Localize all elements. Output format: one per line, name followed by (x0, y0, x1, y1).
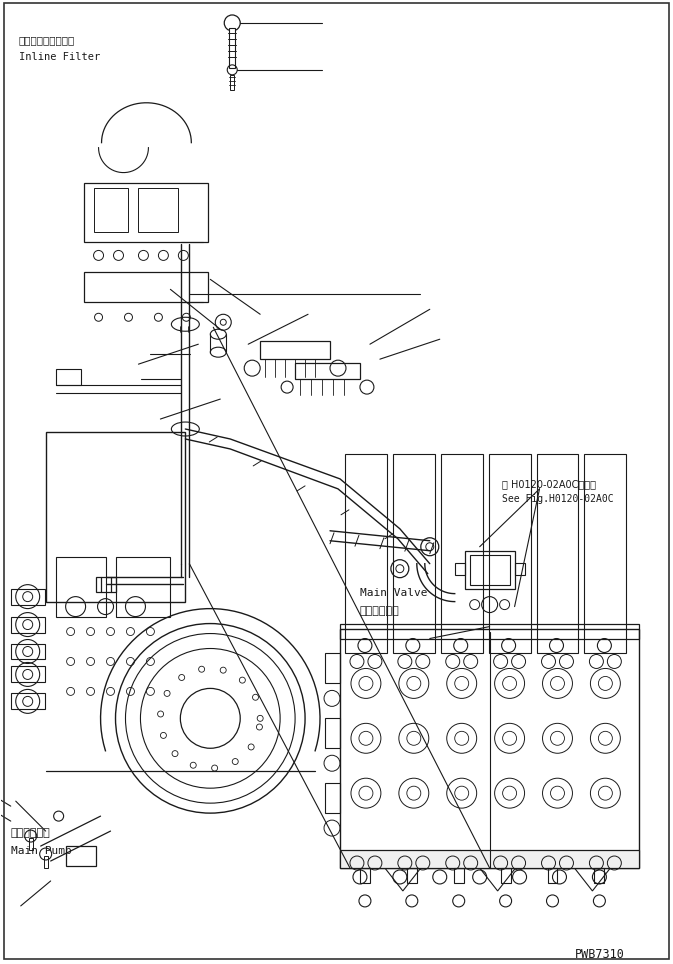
Bar (340, 624, 639, 638)
Bar (44, 856, 48, 868)
Bar (260, 341, 330, 360)
Text: Inline Filter: Inline Filter (19, 52, 100, 62)
Bar (470, 554, 509, 584)
Bar (11, 644, 44, 659)
Bar (489, 454, 530, 654)
Text: Main Valve: Main Valve (360, 588, 427, 598)
Bar (584, 454, 627, 654)
Bar (229, 28, 236, 67)
Bar (11, 589, 44, 604)
Bar (56, 557, 106, 617)
Bar (11, 617, 44, 632)
Bar (340, 629, 639, 868)
Bar (536, 454, 578, 654)
Bar (295, 363, 360, 379)
Bar (501, 868, 511, 883)
Text: メインポンプ: メインポンプ (11, 828, 50, 838)
Bar (464, 550, 515, 589)
Bar (83, 182, 209, 242)
Bar (11, 693, 44, 710)
Bar (325, 654, 340, 683)
Bar (96, 576, 116, 592)
Bar (441, 454, 483, 654)
Text: インラインフィルタ: インラインフィルタ (19, 35, 75, 45)
Bar (94, 188, 129, 232)
Bar (454, 868, 464, 883)
Text: 第 H0120-02A0C図参照: 第 H0120-02A0C図参照 (501, 479, 596, 489)
Bar (66, 846, 96, 866)
Bar (340, 850, 639, 868)
Text: メインバルブ: メインバルブ (360, 605, 400, 616)
Text: See Fig.H0120-02A0C: See Fig.H0120-02A0C (501, 494, 613, 504)
Bar (393, 454, 435, 654)
Bar (515, 563, 524, 575)
Bar (56, 369, 81, 385)
Bar (345, 454, 387, 654)
Bar (139, 188, 178, 232)
Bar (407, 868, 417, 883)
Bar (230, 75, 234, 90)
Bar (548, 868, 557, 883)
Text: Main Pump: Main Pump (11, 846, 71, 856)
Bar (116, 557, 170, 617)
Bar (83, 273, 209, 303)
Bar (325, 718, 340, 748)
Text: PWB7310: PWB7310 (575, 948, 625, 961)
Bar (360, 868, 370, 883)
Bar (11, 666, 44, 683)
Bar (46, 432, 185, 602)
Bar (325, 783, 340, 813)
Bar (29, 838, 33, 850)
Bar (594, 868, 604, 883)
Bar (455, 563, 464, 575)
